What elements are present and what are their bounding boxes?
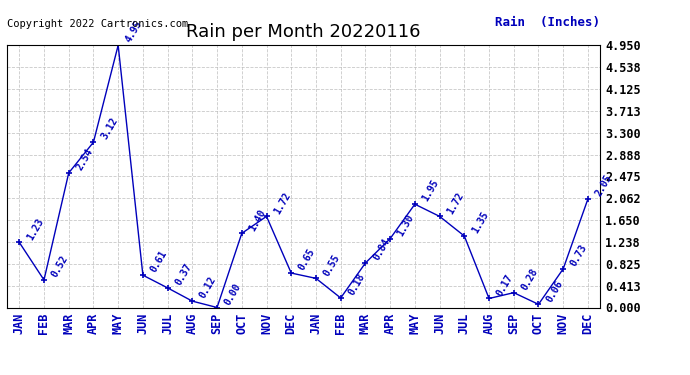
Text: 2.54: 2.54: [75, 147, 95, 172]
Text: 1.95: 1.95: [420, 178, 441, 203]
Text: 0.73: 0.73: [569, 243, 589, 268]
Text: 0.84: 0.84: [371, 237, 391, 262]
Text: 0.00: 0.00: [223, 281, 243, 307]
Text: 0.52: 0.52: [50, 254, 70, 279]
Text: 3.12: 3.12: [99, 116, 119, 141]
Text: 1.72: 1.72: [445, 190, 466, 216]
Text: 0.65: 0.65: [297, 247, 317, 272]
Text: 4.95: 4.95: [124, 19, 144, 45]
Text: 0.61: 0.61: [148, 249, 169, 274]
Text: 1.72: 1.72: [272, 190, 293, 216]
Text: 0.37: 0.37: [173, 262, 194, 287]
Text: 0.12: 0.12: [198, 275, 218, 300]
Text: 0.17: 0.17: [495, 272, 515, 298]
Text: 0.55: 0.55: [322, 252, 342, 278]
Text: 2.05: 2.05: [593, 173, 614, 198]
Text: Copyright 2022 Cartronics.com: Copyright 2022 Cartronics.com: [7, 19, 188, 29]
Text: 1.23: 1.23: [25, 216, 46, 242]
Text: 0.06: 0.06: [544, 278, 564, 303]
Text: Rain  (Inches): Rain (Inches): [495, 16, 600, 29]
Text: 1.35: 1.35: [470, 210, 491, 235]
Title: Rain per Month 20220116: Rain per Month 20220116: [186, 22, 421, 40]
Text: 1.30: 1.30: [395, 213, 416, 238]
Text: 0.28: 0.28: [520, 267, 540, 292]
Text: 1.40: 1.40: [247, 207, 268, 232]
Text: 0.18: 0.18: [346, 272, 366, 297]
